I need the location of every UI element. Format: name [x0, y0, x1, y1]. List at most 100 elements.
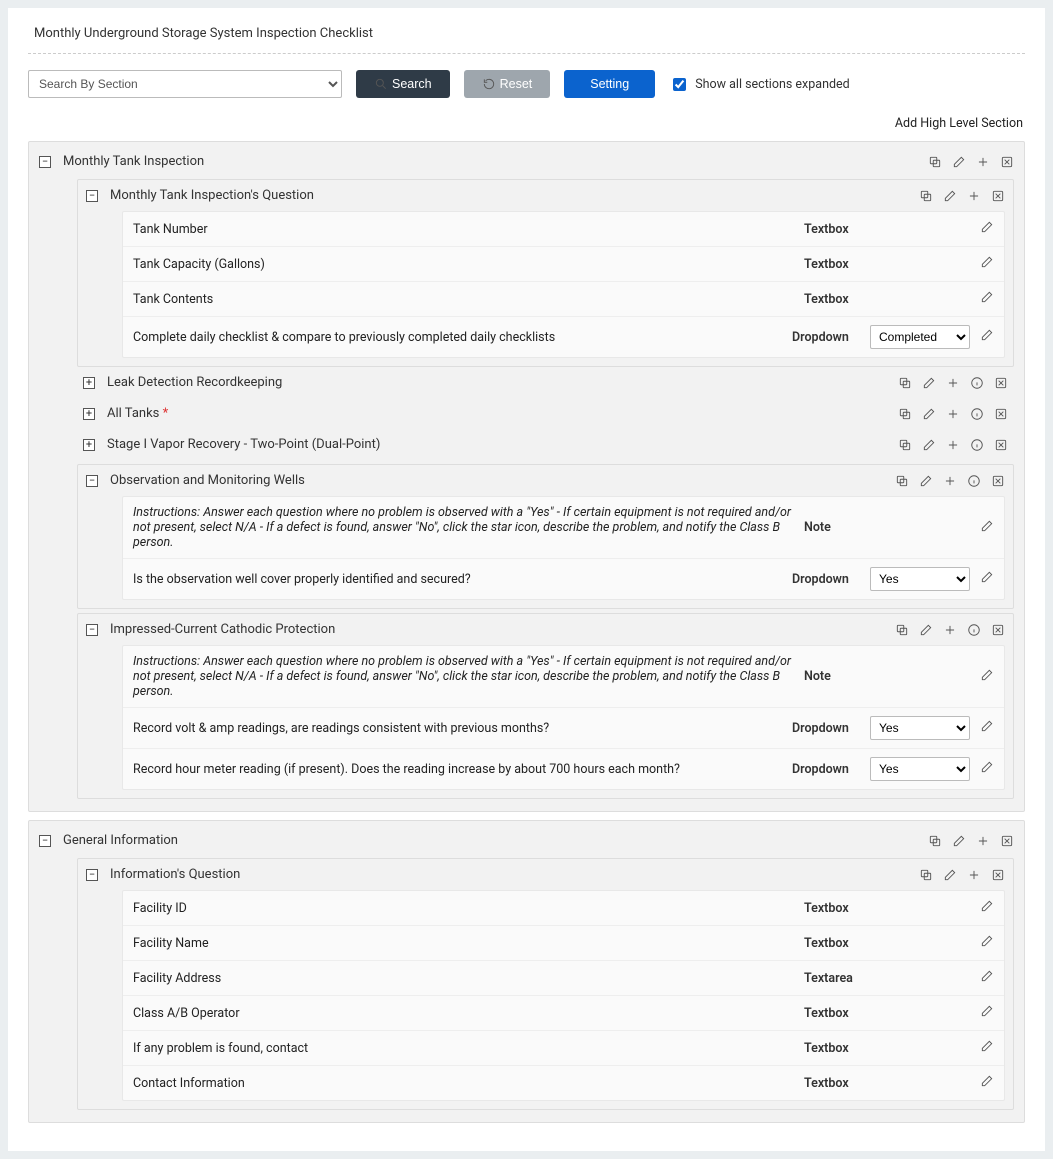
delete-icon[interactable]	[994, 376, 1008, 390]
edit-icon[interactable]	[943, 868, 957, 882]
delete-icon[interactable]	[1000, 834, 1014, 848]
dropdown-select[interactable]: Yes	[870, 716, 970, 740]
search-button[interactable]: Search	[356, 70, 450, 98]
question-label: Complete daily checklist & compare to pr…	[133, 330, 782, 345]
copy-icon[interactable]	[898, 407, 912, 421]
row-edit-icon[interactable]	[980, 220, 994, 238]
delete-icon[interactable]	[994, 438, 1008, 452]
row-edit-icon[interactable]	[980, 719, 994, 737]
add-icon[interactable]	[946, 407, 960, 421]
edit-icon[interactable]	[980, 328, 994, 342]
edit-icon[interactable]	[980, 1074, 994, 1088]
add-icon[interactable]	[946, 376, 960, 390]
edit-icon[interactable]	[919, 623, 933, 637]
delete-icon[interactable]	[991, 623, 1005, 637]
edit-icon[interactable]	[980, 668, 994, 682]
edit-icon[interactable]	[980, 290, 994, 304]
edit-icon[interactable]	[980, 519, 994, 533]
delete-icon[interactable]	[991, 189, 1005, 203]
add-high-level-section-link[interactable]: Add High Level Section	[28, 116, 1023, 131]
add-icon[interactable]	[976, 834, 990, 848]
add-icon[interactable]	[976, 155, 990, 169]
edit-icon[interactable]	[922, 438, 936, 452]
copy-icon[interactable]	[919, 868, 933, 882]
delete-icon[interactable]	[991, 474, 1005, 488]
copy-icon[interactable]	[928, 834, 942, 848]
row-edit-icon[interactable]	[980, 934, 994, 952]
collapse-toggle[interactable]: +	[83, 377, 95, 389]
collapse-toggle[interactable]: +	[83, 408, 95, 420]
collapse-toggle[interactable]: −	[86, 869, 98, 881]
copy-icon[interactable]	[928, 155, 942, 169]
add-icon[interactable]	[943, 474, 957, 488]
row-edit-icon[interactable]	[980, 1039, 994, 1057]
dropdown-select[interactable]: Completed	[870, 325, 970, 349]
copy-icon[interactable]	[895, 474, 909, 488]
collapse-toggle[interactable]: −	[86, 190, 98, 202]
edit-icon[interactable]	[952, 834, 966, 848]
edit-icon[interactable]	[980, 1039, 994, 1053]
info-icon[interactable]	[967, 474, 981, 488]
edit-icon[interactable]	[922, 407, 936, 421]
add-icon[interactable]	[967, 189, 981, 203]
delete-icon[interactable]	[994, 407, 1008, 421]
row-edit-icon[interactable]	[980, 328, 994, 346]
add-icon[interactable]	[943, 623, 957, 637]
section-header: − General Information	[35, 827, 1018, 854]
copy-icon[interactable]	[895, 623, 909, 637]
copy-icon[interactable]	[919, 189, 933, 203]
info-icon[interactable]	[967, 623, 981, 637]
collapse-toggle[interactable]: −	[39, 835, 51, 847]
row-edit-icon[interactable]	[980, 519, 994, 537]
edit-icon[interactable]	[980, 969, 994, 983]
collapse-toggle[interactable]: −	[39, 156, 51, 168]
setting-button[interactable]: Setting	[564, 70, 655, 98]
row-edit-icon[interactable]	[980, 969, 994, 987]
info-icon[interactable]	[970, 438, 984, 452]
edit-icon[interactable]	[980, 899, 994, 913]
edit-icon[interactable]	[980, 255, 994, 269]
section-header: − Monthly Tank Inspection	[35, 148, 1018, 175]
show-all-expanded-checkbox[interactable]	[673, 78, 686, 91]
row-edit-icon[interactable]	[980, 255, 994, 273]
edit-icon[interactable]	[980, 220, 994, 234]
delete-icon[interactable]	[991, 868, 1005, 882]
copy-icon[interactable]	[898, 376, 912, 390]
reset-button[interactable]: Reset	[464, 70, 551, 98]
edit-icon[interactable]	[980, 719, 994, 733]
row-edit-icon[interactable]	[980, 668, 994, 686]
edit-icon[interactable]	[980, 1004, 994, 1018]
show-all-expanded-toggle[interactable]: Show all sections expanded	[669, 75, 850, 94]
search-icon	[374, 77, 388, 91]
delete-icon[interactable]	[1000, 155, 1014, 169]
collapse-toggle[interactable]: +	[83, 439, 95, 451]
add-icon[interactable]	[946, 438, 960, 452]
row-edit-icon[interactable]	[980, 1074, 994, 1092]
question-row: Facility ID Textbox	[123, 891, 1004, 926]
row-edit-icon[interactable]	[980, 570, 994, 588]
dropdown-select[interactable]: Yes	[870, 567, 970, 591]
edit-icon[interactable]	[952, 155, 966, 169]
row-edit-icon[interactable]	[980, 760, 994, 778]
subsection-title: Impressed-Current Cathodic Protection	[110, 622, 335, 637]
search-by-section-select[interactable]: Search By Section	[28, 70, 342, 98]
copy-icon[interactable]	[898, 438, 912, 452]
info-icon[interactable]	[970, 376, 984, 390]
edit-icon[interactable]	[943, 189, 957, 203]
edit-icon[interactable]	[980, 934, 994, 948]
collapse-toggle[interactable]: −	[86, 624, 98, 636]
edit-icon[interactable]	[922, 376, 936, 390]
field-type: Textbox	[804, 292, 860, 307]
row-edit-icon[interactable]	[980, 290, 994, 308]
row-edit-icon[interactable]	[980, 899, 994, 917]
reset-icon	[482, 77, 496, 91]
edit-icon[interactable]	[980, 760, 994, 774]
row-edit-icon[interactable]	[980, 1004, 994, 1022]
edit-icon[interactable]	[919, 474, 933, 488]
info-icon[interactable]	[970, 407, 984, 421]
add-icon[interactable]	[967, 868, 981, 882]
collapse-toggle[interactable]: −	[86, 475, 98, 487]
edit-icon[interactable]	[980, 570, 994, 584]
dropdown-select[interactable]: Yes	[870, 757, 970, 781]
question-label: Facility Address	[133, 971, 794, 986]
